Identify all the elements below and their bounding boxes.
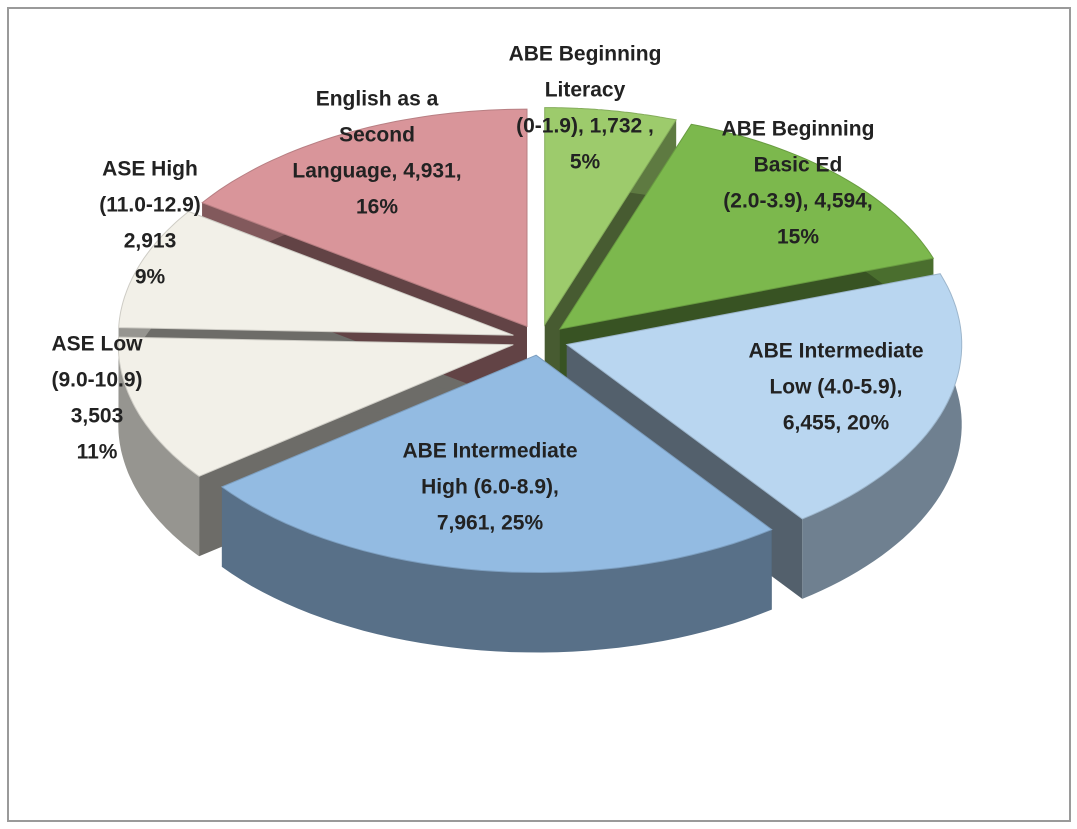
- slice-label: English as a: [316, 88, 439, 111]
- slice-label: 11%: [77, 441, 118, 464]
- slice-label: 15%: [777, 226, 819, 249]
- slice-label: Low (4.0-5.9),: [769, 376, 902, 399]
- slice-label: Basic Ed: [754, 154, 843, 177]
- slice-label: (0-1.9), 1,732 ,: [516, 115, 654, 138]
- slice-label: (2.0-3.9), 4,594,: [723, 190, 872, 213]
- slice-label: 2,913: [124, 230, 177, 253]
- slice: [558, 123, 935, 330]
- slice-label: 16%: [356, 196, 398, 219]
- slice-label: High (6.0-8.9),: [421, 476, 559, 499]
- slice-wall: [118, 337, 200, 557]
- slice-wall: [221, 486, 772, 653]
- slice-label: 9%: [135, 266, 166, 289]
- slice-label: ABE Intermediate: [748, 340, 923, 363]
- slice-label: 7,961, 25%: [437, 512, 544, 535]
- slice-label: Language, 4,931,: [292, 160, 461, 183]
- slice: [220, 354, 773, 574]
- slice: [201, 108, 528, 328]
- slice-label: ASE Low: [51, 333, 143, 356]
- slice-label: (11.0-12.9): [99, 194, 201, 217]
- slice-label: 3,503: [71, 405, 124, 428]
- slice-label: ASE High: [102, 158, 198, 181]
- slice: [118, 210, 514, 336]
- slice-label: ABE Intermediate: [402, 440, 577, 463]
- slice-label: (9.0-10.9): [51, 369, 142, 392]
- slice-label: Literacy: [545, 79, 626, 102]
- slice: [117, 336, 514, 477]
- slice-label: 6,455, 20%: [783, 412, 890, 435]
- slice-label: 5%: [570, 151, 601, 174]
- slice: [544, 107, 677, 327]
- slice-label: Second: [339, 124, 415, 147]
- slice-wall: [802, 273, 962, 599]
- slice-label: ABE Beginning: [722, 118, 875, 141]
- slice-label: ABE Beginning: [509, 43, 662, 66]
- slice: [565, 273, 963, 520]
